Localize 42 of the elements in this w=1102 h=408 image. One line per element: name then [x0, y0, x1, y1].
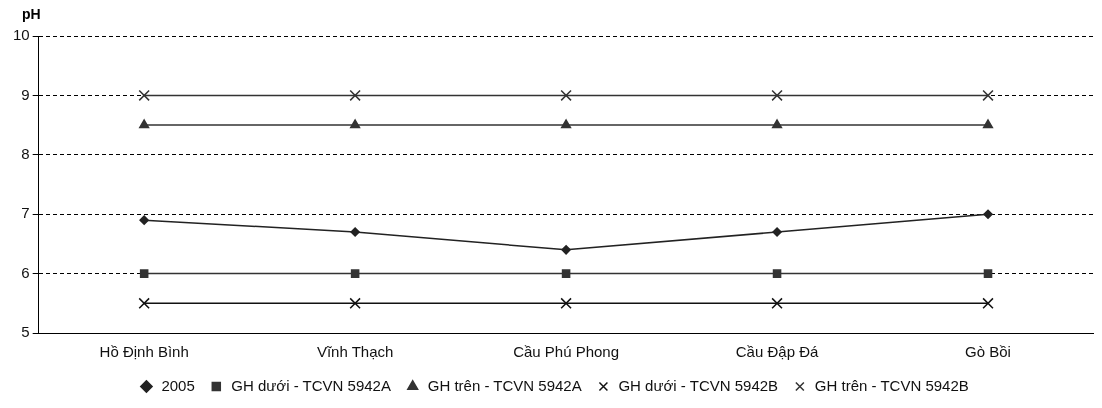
point: [139, 269, 149, 278]
y-tick-label: 9: [21, 85, 30, 103]
y-tick-label: 8: [21, 144, 30, 162]
point: [561, 119, 572, 129]
point: [350, 269, 360, 278]
y-tick-label: 10: [13, 26, 30, 44]
point: [139, 215, 149, 225]
x-tick-label: Cầu Phú Phong: [513, 343, 620, 361]
point: [982, 89, 994, 102]
point: [983, 209, 993, 219]
point: [560, 89, 572, 102]
point: [350, 227, 360, 237]
x-tick-label: Cầu Đập Đá: [735, 343, 819, 361]
x-tick-label: Gò Bồi: [965, 343, 1011, 361]
point: [772, 269, 782, 278]
legend-label: GH dưới - TCVN 5942A: [231, 376, 391, 394]
legend-label: GH trên - TCVN 5942B: [814, 376, 969, 394]
point: [772, 227, 782, 237]
point: [561, 245, 571, 255]
legend-label: 2005: [161, 376, 195, 394]
y-tick-label: 6: [21, 263, 30, 281]
point: [771, 119, 783, 129]
x-tick-label: Vĩnh Thạch: [316, 343, 394, 361]
legend-label: GH trên - TCVN 5942A: [427, 376, 582, 394]
point: [561, 269, 571, 278]
point: [771, 297, 783, 309]
x-tick-label: Hồ Định Bình: [99, 343, 189, 361]
point: [349, 89, 361, 102]
point: [771, 89, 783, 102]
y-axis-title: pH: [22, 6, 41, 22]
point: [982, 297, 994, 309]
y-tick-label: 5: [21, 323, 30, 341]
point: [138, 297, 150, 309]
point: [138, 89, 150, 102]
legend-label: GH dưới - TCVN 5942B: [618, 376, 779, 394]
point: [349, 297, 361, 309]
point: [139, 119, 150, 129]
point: [560, 297, 572, 309]
point: [982, 119, 994, 129]
point: [983, 269, 993, 278]
y-tick-label: 7: [21, 204, 30, 222]
point: [350, 119, 361, 129]
